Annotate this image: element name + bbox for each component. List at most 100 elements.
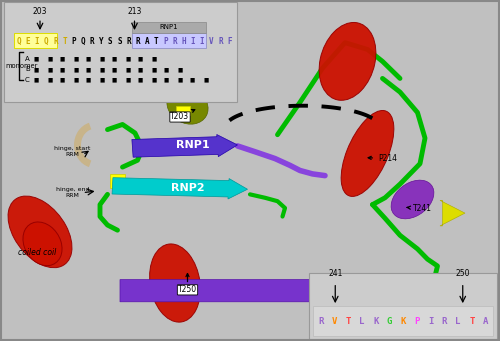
Text: ■: ■ (47, 56, 52, 61)
Text: F: F (227, 36, 232, 46)
Text: R: R (442, 316, 447, 326)
Text: ■: ■ (99, 67, 104, 72)
Text: I: I (34, 36, 40, 46)
Text: ■: ■ (99, 78, 104, 83)
Text: ■: ■ (112, 67, 117, 72)
Text: ■: ■ (60, 67, 65, 72)
Text: ■: ■ (73, 56, 78, 61)
Text: 241: 241 (328, 269, 342, 278)
Text: T250: T250 (178, 273, 197, 294)
Text: R: R (218, 36, 222, 46)
Text: P: P (72, 36, 76, 46)
Text: ■: ■ (34, 78, 39, 83)
Text: C: C (25, 77, 30, 83)
Text: ■: ■ (177, 67, 182, 72)
Text: ■: ■ (86, 67, 91, 72)
Text: ■: ■ (73, 78, 78, 83)
Text: ■: ■ (47, 67, 52, 72)
Text: hinge, start
RRM: hinge, start RRM (54, 146, 90, 157)
Text: A: A (25, 56, 30, 61)
Text: R: R (126, 36, 131, 46)
Text: ■: ■ (125, 78, 130, 83)
Text: Q: Q (44, 36, 48, 46)
Text: coiled coil: coiled coil (18, 248, 57, 257)
Text: ■: ■ (60, 56, 65, 61)
Text: ■: ■ (190, 78, 195, 83)
Text: H: H (182, 36, 186, 46)
Text: R: R (172, 36, 177, 46)
Text: 213: 213 (128, 6, 141, 16)
Text: RNP1: RNP1 (160, 25, 178, 30)
FancyBboxPatch shape (309, 273, 496, 339)
Text: Q: Q (16, 36, 21, 46)
Text: R: R (318, 316, 324, 326)
Text: ■: ■ (34, 67, 39, 72)
Text: Q: Q (80, 36, 85, 46)
Ellipse shape (319, 23, 376, 100)
Text: ■: ■ (86, 56, 91, 61)
Text: ■: ■ (125, 67, 130, 72)
Text: ■: ■ (164, 67, 169, 72)
Text: ■: ■ (138, 78, 143, 83)
Text: 203: 203 (32, 6, 47, 16)
Text: V: V (209, 36, 214, 46)
Text: RNP1: RNP1 (176, 140, 210, 150)
Text: T: T (469, 316, 474, 326)
Text: I: I (190, 36, 195, 46)
Text: R: R (136, 36, 140, 46)
Text: L: L (360, 316, 364, 326)
Text: A: A (483, 316, 488, 326)
FancyBboxPatch shape (110, 174, 125, 188)
FancyArrow shape (120, 279, 330, 303)
Text: ■: ■ (203, 78, 208, 83)
Text: I: I (200, 36, 204, 46)
Text: T: T (62, 36, 67, 46)
Ellipse shape (341, 110, 394, 196)
Text: ■: ■ (164, 78, 169, 83)
Text: ■: ■ (138, 67, 143, 72)
Ellipse shape (150, 244, 200, 322)
Ellipse shape (391, 180, 434, 219)
Text: ■: ■ (112, 56, 117, 61)
FancyBboxPatch shape (132, 33, 206, 48)
Text: I: I (428, 316, 434, 326)
Text: ■: ■ (86, 78, 91, 83)
Text: RNP2: RNP2 (170, 183, 204, 193)
Text: P214: P214 (368, 154, 397, 163)
Text: P: P (414, 316, 420, 326)
Text: hinge, end
RRM: hinge, end RRM (56, 187, 89, 198)
Text: S: S (108, 36, 112, 46)
Text: ■: ■ (151, 56, 156, 61)
Text: ■: ■ (138, 56, 143, 61)
Text: ■: ■ (47, 78, 52, 83)
Text: ■: ■ (112, 78, 117, 83)
FancyBboxPatch shape (14, 33, 56, 48)
Text: S: S (117, 36, 122, 46)
Text: ■: ■ (60, 78, 65, 83)
Ellipse shape (8, 196, 72, 268)
Text: V: V (332, 316, 338, 326)
Text: T: T (154, 36, 158, 46)
Text: ■: ■ (99, 56, 104, 61)
Text: G: G (387, 316, 392, 326)
Text: K: K (373, 316, 378, 326)
Text: ■: ■ (125, 56, 130, 61)
Text: T241: T241 (407, 204, 432, 213)
Text: R: R (90, 36, 94, 46)
Text: A: A (144, 36, 150, 46)
FancyBboxPatch shape (132, 22, 206, 33)
Ellipse shape (167, 87, 208, 124)
Text: Y: Y (99, 36, 103, 46)
Text: ■: ■ (151, 67, 156, 72)
Text: R: R (53, 36, 58, 46)
FancyBboxPatch shape (176, 89, 190, 97)
Text: ■: ■ (73, 67, 78, 72)
Text: ■: ■ (177, 78, 182, 83)
FancyArrow shape (440, 201, 465, 226)
FancyBboxPatch shape (313, 306, 492, 336)
Text: B: B (25, 66, 30, 72)
Text: T203: T203 (170, 109, 195, 121)
Text: P: P (163, 36, 168, 46)
Text: monomer: monomer (6, 63, 38, 69)
FancyBboxPatch shape (4, 2, 236, 102)
